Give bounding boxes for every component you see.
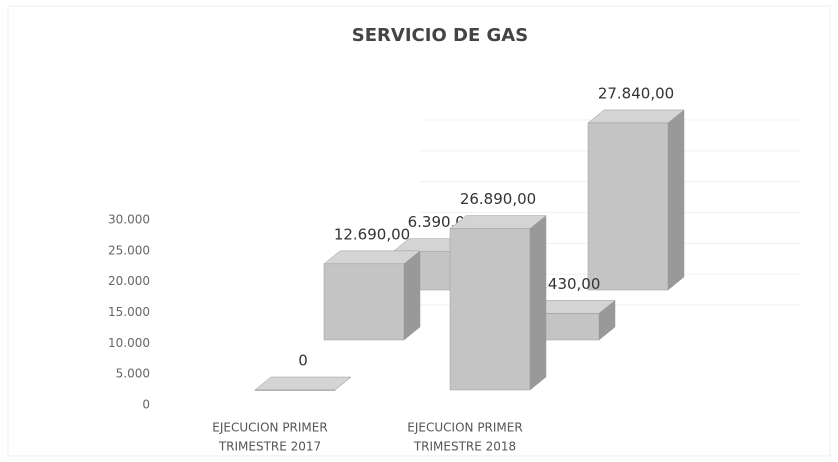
value-label: 26.890,00 bbox=[460, 190, 536, 208]
bar bbox=[323, 250, 421, 341]
chart-title: SERVICIO DE GAS bbox=[352, 25, 528, 46]
bar-front bbox=[254, 389, 336, 391]
bar-top bbox=[587, 109, 685, 124]
value-label: 4.430,00 bbox=[534, 275, 601, 293]
x-tick-label: EJECUCION PRIMER bbox=[212, 421, 327, 435]
bar-front bbox=[449, 228, 531, 391]
bar-front bbox=[323, 263, 405, 341]
x-tick-label: TRIMESTRE 2018 bbox=[413, 440, 516, 454]
x-tick-label: EJECUCION PRIMER bbox=[407, 421, 522, 435]
x-tick-label: TRIMESTRE 2017 bbox=[218, 440, 321, 454]
y-tick-label: 15.000 bbox=[108, 305, 150, 319]
bar-side bbox=[529, 215, 547, 391]
bar-side bbox=[403, 250, 421, 341]
y-tick-label: 30.000 bbox=[108, 213, 150, 227]
bar-top bbox=[449, 215, 547, 229]
bar bbox=[254, 376, 352, 391]
value-label: 12.690,00 bbox=[334, 225, 410, 243]
value-label: 0 bbox=[298, 352, 308, 370]
value-label: 27.840,00 bbox=[598, 84, 674, 102]
bar-front bbox=[587, 122, 669, 291]
y-tick-label: 20.000 bbox=[108, 274, 150, 288]
y-tick-label: 25.000 bbox=[108, 243, 150, 257]
chart-border bbox=[7, 5, 831, 457]
bar-top bbox=[323, 250, 421, 265]
bar-top bbox=[254, 376, 352, 391]
bar bbox=[449, 215, 547, 391]
y-tick-label: 0 bbox=[142, 398, 150, 412]
bar bbox=[587, 109, 685, 291]
bar-side bbox=[667, 109, 685, 291]
y-tick-label: 5.000 bbox=[116, 367, 150, 381]
y-tick-label: 10.000 bbox=[108, 336, 150, 350]
